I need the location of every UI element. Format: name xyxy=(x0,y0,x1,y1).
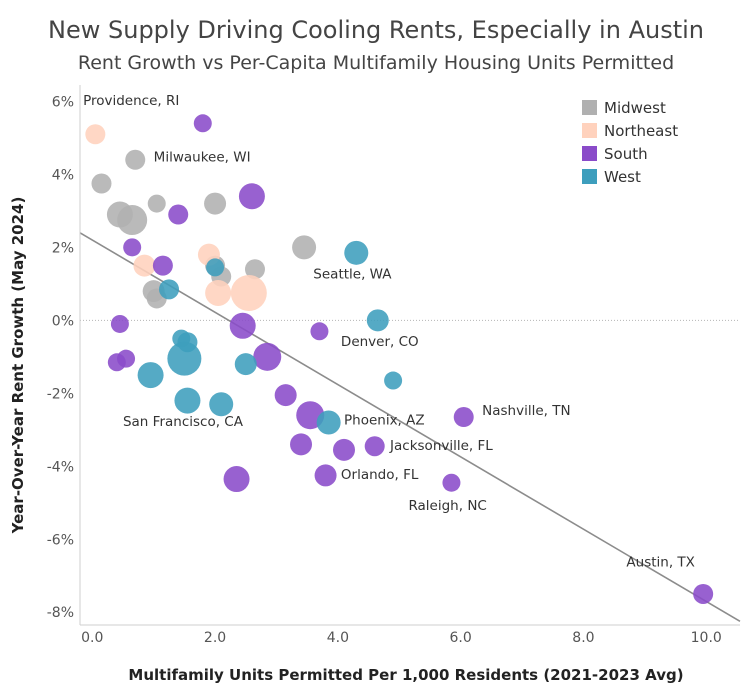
data-point-south xyxy=(193,114,212,133)
legend-swatch xyxy=(582,169,597,184)
city-label: Milwaukee, WI xyxy=(154,150,251,166)
city-label: Nashville, TN xyxy=(482,403,570,419)
y-tick-label: -4% xyxy=(47,459,74,475)
data-point-south xyxy=(229,312,256,339)
data-point-south xyxy=(123,238,142,257)
data-point-south xyxy=(453,407,474,428)
trendline-layer xyxy=(79,232,741,623)
data-point-south xyxy=(253,342,282,371)
data-point-northeast xyxy=(205,279,232,306)
data-point-south xyxy=(333,438,355,461)
city-label: Seattle, WA xyxy=(313,266,392,282)
y-tick-label: -6% xyxy=(47,532,74,548)
data-point-south xyxy=(693,583,714,604)
city-label: Providence, RI xyxy=(83,93,179,109)
y-tick-label: 0% xyxy=(52,313,74,329)
data-point-south xyxy=(364,436,385,457)
y-tick-label: -8% xyxy=(47,605,74,621)
x-tick-label: 8.0 xyxy=(572,630,594,646)
legend-label: West xyxy=(604,168,641,186)
legend-label: South xyxy=(604,145,648,163)
data-point-midwest xyxy=(91,173,112,194)
data-point-west xyxy=(206,258,225,277)
data-point-northeast xyxy=(230,274,267,311)
data-point-northeast xyxy=(85,124,106,145)
data-point-midwest xyxy=(244,259,265,280)
city-label: Austin, TX xyxy=(626,555,695,571)
x-tick-label: 6.0 xyxy=(450,630,472,646)
data-point-west xyxy=(167,341,202,376)
x-tick-label: 10.0 xyxy=(691,630,722,646)
data-point-west xyxy=(384,371,403,390)
data-point-west xyxy=(137,362,164,389)
city-label: Phoenix, AZ xyxy=(344,412,425,428)
data-point-south xyxy=(110,314,129,333)
legend-label: Northeast xyxy=(604,122,678,140)
trendline xyxy=(79,232,741,623)
x-tick-label: 4.0 xyxy=(327,630,349,646)
data-point-west xyxy=(366,309,389,332)
data-point-west xyxy=(209,392,234,417)
data-point-northeast xyxy=(133,254,156,277)
data-point-west xyxy=(316,410,341,435)
x-tick-label: 2.0 xyxy=(204,630,226,646)
data-point-south xyxy=(168,204,189,225)
chart-title: New Supply Driving Cooling Rents, Especi… xyxy=(48,16,704,44)
data-point-midwest xyxy=(125,149,146,170)
y-tick-label: 6% xyxy=(52,94,74,110)
data-point-south xyxy=(290,433,313,456)
data-point-midwest xyxy=(147,194,166,213)
data-point-south xyxy=(152,255,173,276)
x-axis-title: Multifamily Units Permitted Per 1,000 Re… xyxy=(128,666,683,684)
data-point-south xyxy=(117,349,136,368)
data-point-south xyxy=(223,466,250,493)
points-layer xyxy=(85,114,714,604)
legend-swatch xyxy=(582,100,597,115)
legend-label: Midwest xyxy=(604,99,666,117)
data-point-west xyxy=(174,387,201,414)
data-point-west xyxy=(159,279,180,300)
y-axis-title: Year-Over-Year Rent Growth (May 2024) xyxy=(9,197,27,535)
x-tick-label: 0.0 xyxy=(81,630,103,646)
chart-subtitle: Rent Growth vs Per-Capita Multifamily Ho… xyxy=(77,52,675,74)
data-point-west xyxy=(344,240,369,265)
labels-layer: Providence, RI Milwaukee, WI Seattle, WA De… xyxy=(83,93,695,571)
data-point-midwest xyxy=(292,235,317,260)
y-tick-label: -2% xyxy=(47,386,74,402)
y-tick-label: 2% xyxy=(52,240,74,256)
data-point-south xyxy=(274,384,297,407)
data-point-south xyxy=(314,464,337,487)
axis-layer: 6% 4% 2% 0% -2% -4% -6% -8% 0.0 2.0 4.0 6.0 8.0 10.0 xyxy=(47,85,740,646)
data-point-midwest xyxy=(204,192,227,215)
city-label: Jacksonville, FL xyxy=(389,438,493,454)
data-point-west xyxy=(234,353,257,376)
data-point-midwest xyxy=(117,205,148,235)
city-label: Orlando, FL xyxy=(341,467,419,483)
legend-swatch xyxy=(582,146,597,161)
legend: Midwest Northeast South West xyxy=(582,99,678,186)
legend-swatch xyxy=(582,123,597,138)
data-point-south xyxy=(310,322,329,341)
data-point-south xyxy=(238,183,265,210)
city-label: Denver, CO xyxy=(341,334,419,350)
y-tick-label: 4% xyxy=(52,167,74,183)
city-label: Raleigh, NC xyxy=(408,498,486,514)
city-label: San Francisco, CA xyxy=(123,414,244,430)
data-point-south xyxy=(442,473,461,492)
